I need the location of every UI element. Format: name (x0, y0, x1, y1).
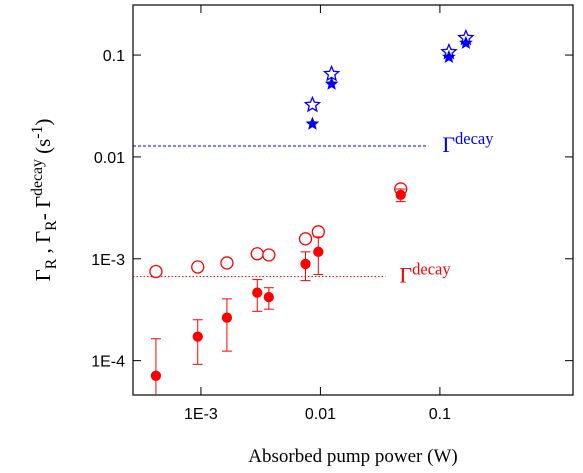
circle-marker (252, 287, 263, 298)
label-part: (s (31, 139, 55, 159)
circle-marker (192, 331, 203, 342)
x-tick-label: 0.1 (429, 406, 451, 423)
x-tick-label: 0.01 (305, 406, 336, 423)
circle-marker (150, 370, 162, 381)
circle-marker (221, 312, 233, 323)
circle-marker (311, 225, 325, 239)
circle-marker (298, 232, 313, 246)
star-marker (459, 35, 473, 49)
plot-area (133, 28, 475, 395)
y-axis-label: ΓR , ΓR- Γdecay (s-1) (29, 119, 60, 282)
label-part: Γ (31, 231, 55, 243)
label-part: ) (31, 119, 55, 126)
circle-marker (300, 258, 311, 270)
x-tick-label: 1E-3 (184, 406, 218, 423)
circle-marker (250, 247, 264, 261)
label-part: decay (455, 129, 494, 148)
y-tick-label: 0.01 (94, 150, 125, 167)
error-bar (192, 319, 203, 365)
label-part: R (43, 220, 60, 231)
label-part: Γ (31, 269, 55, 281)
circle-marker (395, 189, 406, 201)
circle-marker (149, 264, 163, 279)
label-part: Γ (399, 262, 412, 287)
circle-marker (191, 260, 205, 274)
label-part: decay (412, 259, 451, 278)
y-tick-label: 1E-3 (91, 252, 125, 269)
y-tick-label: 1E-4 (91, 354, 125, 371)
reference-label: Γdecay (442, 129, 494, 157)
y-tick-label: 0.1 (103, 48, 125, 65)
star-marker (324, 76, 339, 90)
circle-marker (313, 246, 324, 257)
reference-label: Γdecay (399, 259, 451, 287)
label-part: R (43, 258, 60, 269)
plot-frame (132, 4, 574, 396)
label-part: decay (29, 159, 46, 196)
circle-marker (220, 256, 234, 270)
label-part: , (31, 243, 55, 259)
star-marker (305, 116, 320, 130)
circle-marker (263, 292, 274, 303)
star-marker (442, 49, 456, 63)
label-part: Γ (442, 132, 455, 157)
label-part: -1 (29, 126, 46, 139)
circle-marker (262, 248, 276, 262)
label-part: Γ (31, 196, 55, 208)
label-part: - (31, 208, 55, 220)
error-bar (221, 298, 232, 352)
x-axis-label: Absorbed pump power (W) (248, 446, 457, 467)
star-marker (303, 95, 322, 113)
